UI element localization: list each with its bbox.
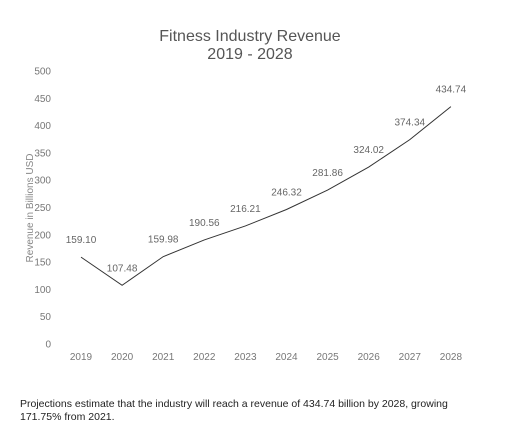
y-tick-label: 350 (34, 148, 51, 159)
x-tick-label: 2025 (316, 352, 339, 363)
y-tick-label: 0 (45, 340, 51, 351)
data-label: 159.98 (148, 235, 179, 246)
y-axis-ticks: 0 50 100 150 200 250 300 350 400 450 500 (34, 67, 51, 351)
chart-caption: Projections estimate that the industry w… (20, 398, 448, 423)
data-label: 190.56 (189, 218, 220, 229)
data-label: 374.34 (395, 118, 426, 129)
revenue-series-line (80, 106, 452, 286)
y-tick-label: 250 (34, 203, 51, 214)
y-tick-label: 300 (34, 176, 51, 187)
x-axis-ticks: 2019 2020 2021 2022 2023 2024 2025 2026 2027 2028 (70, 352, 463, 363)
y-tick-label: 150 (34, 258, 51, 269)
x-tick-label: 2019 (70, 352, 93, 363)
data-labels: 159.10 107.48 159.98 190.56 216.21 246.32 281.… (66, 85, 467, 275)
x-tick-label: 2026 (358, 352, 381, 363)
x-tick-label: 2020 (111, 352, 134, 363)
data-label: 159.10 (66, 235, 97, 246)
y-tick-label: 450 (34, 94, 51, 105)
x-tick-label: 2021 (152, 352, 175, 363)
line-chart: Fitness Industry Revenue 2019 - 2028 Rev… (25, 28, 467, 363)
x-tick-label: 2022 (193, 352, 216, 363)
data-label: 281.86 (312, 168, 343, 179)
data-label: 434.74 (436, 85, 467, 96)
data-label: 107.48 (107, 263, 138, 274)
data-label: 216.21 (230, 204, 261, 215)
y-tick-label: 200 (34, 230, 51, 241)
x-tick-label: 2023 (234, 352, 257, 363)
x-tick-label: 2024 (275, 352, 298, 363)
x-tick-label: 2027 (399, 352, 422, 363)
chart-title-line-2: 2019 - 2028 (207, 46, 293, 63)
y-tick-label: 400 (34, 121, 51, 132)
data-label: 324.02 (353, 145, 384, 156)
chart-title-line-1: Fitness Industry Revenue (159, 28, 341, 45)
y-tick-label: 500 (34, 67, 51, 78)
y-tick-label: 100 (34, 285, 51, 296)
data-label: 246.32 (271, 188, 302, 199)
y-axis-label: Revenue in Billions USD (25, 154, 36, 263)
y-tick-label: 50 (40, 312, 52, 323)
x-tick-label: 2028 (440, 352, 463, 363)
